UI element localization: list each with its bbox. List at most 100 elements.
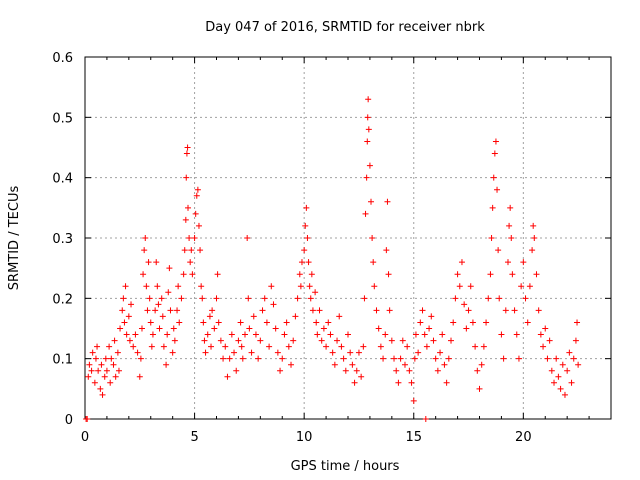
data-point: [238, 343, 245, 350]
data-point: [544, 355, 551, 362]
data-point: [191, 235, 198, 241]
data-point: [410, 397, 417, 404]
data-point: [89, 349, 96, 356]
y-tick-label: 0: [65, 413, 73, 428]
data-point: [524, 319, 531, 326]
data-point: [159, 313, 166, 320]
data-point: [303, 204, 310, 211]
data-point: [146, 295, 153, 302]
data-point: [261, 295, 268, 302]
data-point: [465, 307, 472, 314]
data-point: [345, 331, 351, 338]
data-point: [175, 283, 182, 290]
data-point: [526, 283, 533, 290]
data-point: [546, 337, 553, 344]
data-point: [492, 138, 499, 145]
data-points: [83, 96, 582, 422]
data-point: [301, 247, 308, 254]
data-point: [428, 313, 435, 320]
data-point: [107, 379, 114, 386]
data-point: [192, 210, 199, 217]
data-point: [540, 343, 547, 350]
x-axis-label: GPS time / hours: [291, 459, 400, 474]
data-point: [432, 355, 439, 362]
data-point: [504, 259, 511, 266]
data-point: [255, 355, 262, 362]
y-tick-label: 0.3: [52, 232, 73, 247]
data-point: [434, 367, 441, 374]
data-point: [241, 331, 248, 338]
data-point: [180, 271, 187, 278]
data-point: [259, 307, 266, 314]
data-point: [281, 331, 288, 338]
data-point: [170, 325, 177, 332]
data-point: [165, 289, 172, 296]
data-point: [268, 283, 275, 290]
data-point: [101, 373, 108, 380]
data-point: [99, 391, 106, 398]
data-point: [561, 391, 568, 398]
data-point: [531, 235, 538, 241]
data-point: [224, 373, 231, 380]
data-point: [217, 337, 224, 344]
data-point: [404, 343, 411, 350]
data-point: [302, 222, 309, 229]
data-point: [85, 373, 92, 380]
data-point: [228, 331, 235, 338]
x-tick-label: 20: [515, 430, 532, 445]
data-point: [132, 331, 139, 338]
data-point: [422, 416, 429, 422]
data-point: [487, 271, 494, 278]
data-point: [498, 331, 505, 338]
y-tick-label: 0.2: [52, 292, 73, 307]
data-point: [263, 319, 270, 326]
y-tick-label: 0.1: [52, 353, 73, 368]
data-point: [369, 235, 376, 241]
y-tick-label: 0.5: [52, 111, 73, 126]
data-point: [364, 138, 371, 145]
data-point: [178, 295, 185, 302]
data-point: [188, 247, 195, 254]
data-point: [214, 271, 221, 278]
data-point: [95, 367, 102, 374]
data-point: [509, 271, 516, 278]
data-point: [248, 349, 255, 356]
data-point: [198, 283, 205, 290]
data-point: [110, 361, 117, 368]
data-point: [415, 349, 422, 356]
data-point: [443, 379, 450, 386]
data-point: [193, 192, 200, 199]
data-point: [194, 186, 201, 193]
data-point: [125, 313, 132, 320]
data-point: [452, 295, 459, 302]
data-point: [154, 283, 161, 290]
data-point: [365, 126, 372, 133]
data-point: [334, 337, 341, 344]
data-point: [108, 355, 115, 362]
data-point: [88, 367, 95, 374]
data-point: [391, 355, 398, 362]
data-point: [130, 343, 137, 350]
data-point: [166, 265, 173, 272]
data-point: [412, 331, 419, 338]
data-point: [160, 343, 167, 350]
data-point: [206, 313, 213, 320]
data-point: [189, 271, 196, 278]
data-point: [298, 259, 305, 266]
data-point: [483, 319, 490, 326]
data-point: [209, 307, 216, 314]
data-point: [305, 259, 312, 266]
data-point: [314, 331, 321, 338]
data-point: [134, 349, 141, 356]
data-point: [559, 361, 566, 368]
data-point: [555, 373, 562, 380]
data-point: [239, 355, 246, 362]
data-point: [266, 343, 273, 350]
data-point: [290, 337, 297, 344]
x-tick-label: 10: [296, 430, 313, 445]
data-point: [245, 295, 252, 302]
chart-title: Day 047 of 2016, SRMTID for receiver nbr…: [205, 20, 485, 35]
data-point: [385, 271, 392, 278]
data-point: [461, 301, 468, 308]
data-point: [382, 331, 389, 338]
